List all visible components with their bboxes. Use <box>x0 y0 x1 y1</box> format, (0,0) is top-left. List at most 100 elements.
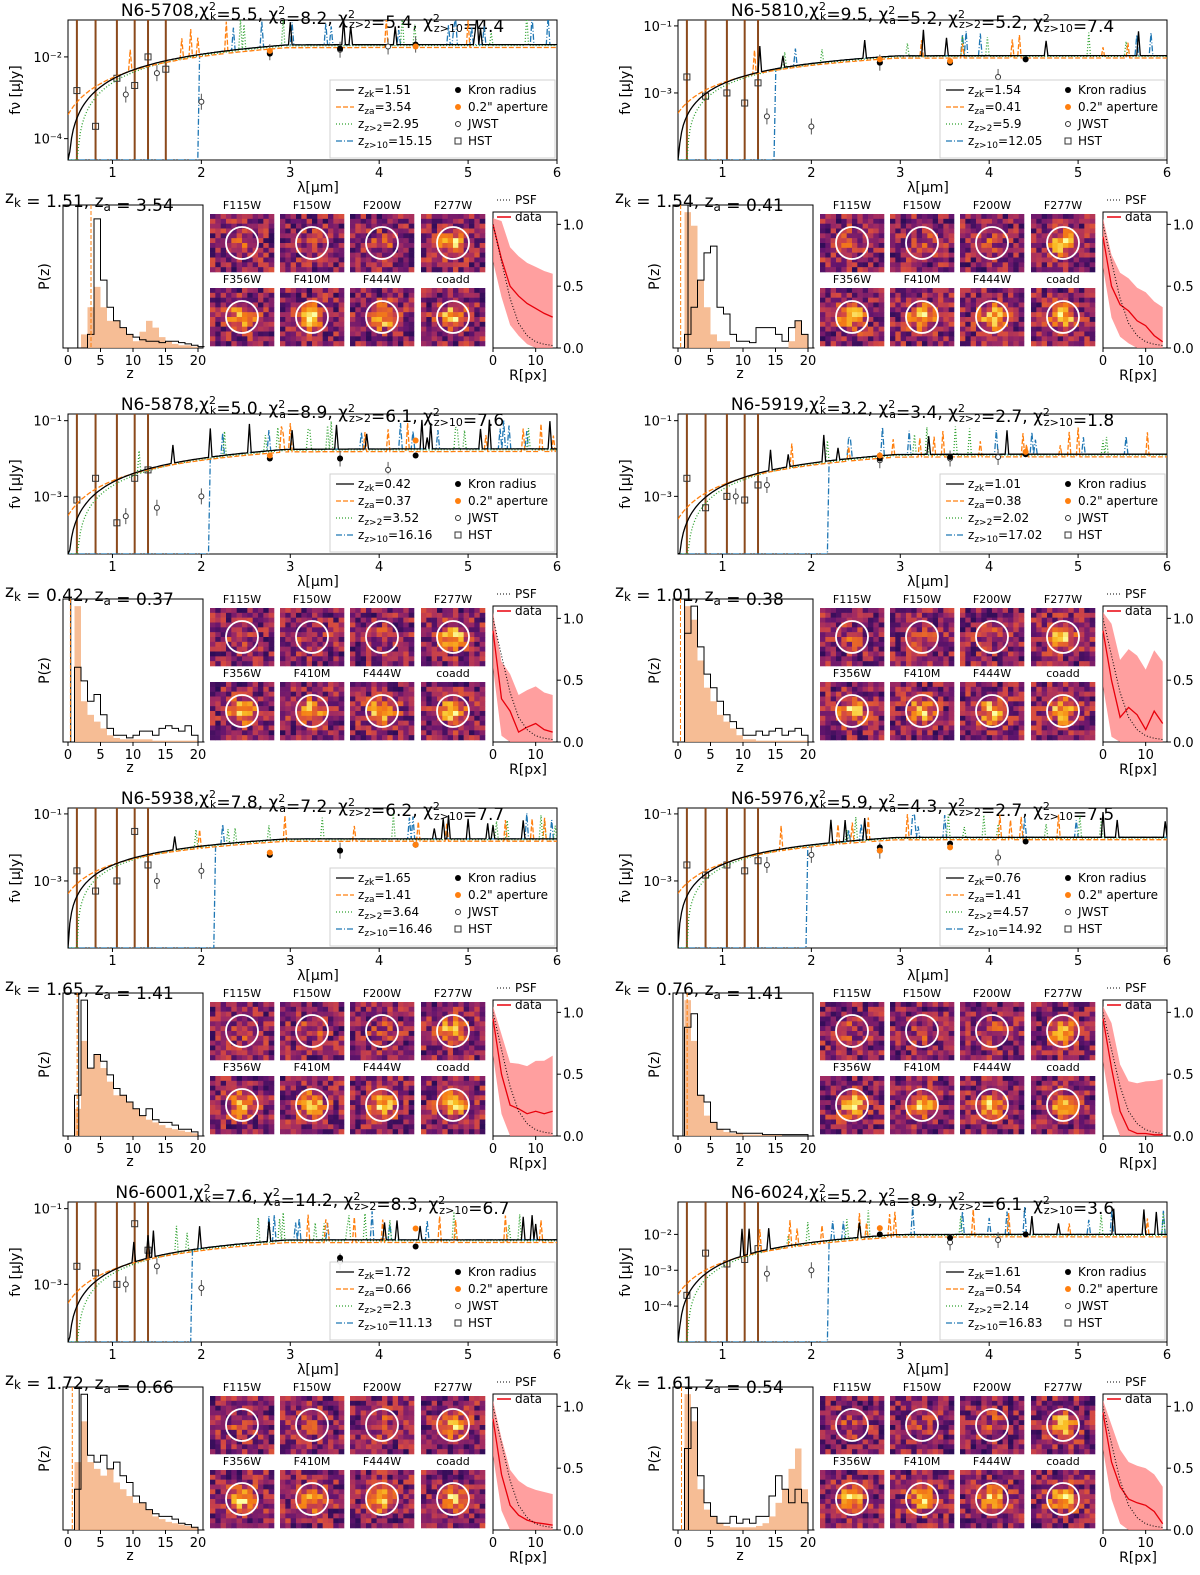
stamp-pixel <box>943 228 949 234</box>
stamp-pixel <box>943 297 949 303</box>
stamp-pixel <box>916 218 923 224</box>
stamp-pixel <box>992 627 998 633</box>
stamp-pixel <box>830 627 837 633</box>
stamp-pixel <box>932 651 939 657</box>
stamp-pixel <box>992 612 998 618</box>
stamp-coadd <box>421 288 486 347</box>
stamp-pixel <box>403 317 409 323</box>
stamp-pixel <box>263 302 269 308</box>
stamp-pixel <box>820 720 826 726</box>
stamp-pixel <box>371 331 377 337</box>
stamp-pixel <box>236 725 243 731</box>
stamp-pixel <box>943 686 949 692</box>
stamp-pixel <box>479 267 486 273</box>
stamp-f444w <box>960 288 1025 347</box>
stamp-pixel <box>841 632 847 638</box>
stamp-pixel <box>469 711 475 717</box>
hst-point <box>113 519 121 527</box>
stamp-pixel <box>970 725 977 731</box>
stamp-pixel <box>992 617 998 623</box>
stamp-pixel <box>290 326 297 332</box>
stamp-pixel <box>285 617 291 623</box>
stamp-pixel <box>268 656 275 662</box>
stamp-pixel <box>408 336 415 342</box>
stamp-pixel <box>890 243 896 249</box>
stamp-pixel <box>830 317 837 323</box>
stamp-pixel <box>932 637 939 643</box>
stamp-pixel <box>948 326 955 332</box>
stamp-pixel <box>338 686 345 692</box>
stamp-pixel <box>1089 214 1096 220</box>
stamp-pixel <box>328 223 334 229</box>
stamp-pixel <box>280 711 286 717</box>
stamp-pixel <box>1057 223 1064 229</box>
stamp-pixel <box>981 622 987 628</box>
stamp-pixel <box>328 612 334 618</box>
stamp-pixel <box>997 228 1003 234</box>
stamp-pixel <box>997 661 1003 667</box>
stamp-pixel <box>242 292 248 298</box>
stamp-pixel <box>463 238 470 244</box>
stamp-pixel <box>1057 307 1064 313</box>
stamp-pixel <box>220 292 227 298</box>
stamp-pixel <box>210 288 216 294</box>
stamp-pixel <box>366 735 372 741</box>
stamp-pixel <box>1036 312 1042 318</box>
stamp-pixel <box>992 696 998 702</box>
stamp-pixel <box>1084 661 1090 667</box>
stamp-pixel <box>338 331 345 337</box>
stamp-pixel <box>960 228 966 234</box>
stamp-pixel <box>398 701 404 707</box>
stamp-pixel <box>878 691 885 697</box>
stamp-pixel <box>453 252 459 258</box>
stamp-pixel <box>965 730 971 736</box>
stamp-pixel <box>986 262 993 268</box>
stamp-pixel <box>371 641 377 647</box>
stamp-pixel <box>943 682 949 688</box>
stamp-pixel <box>371 321 377 327</box>
stamp-pixel <box>338 720 345 726</box>
stamp-pixel <box>943 715 949 721</box>
stamp-pixel <box>1063 641 1069 647</box>
stamp-pixel <box>226 622 232 628</box>
stamp-pixel <box>355 637 361 643</box>
stamp-pixel <box>927 223 933 229</box>
stamp-pixel <box>1057 641 1064 647</box>
stamp-pixel <box>285 321 291 327</box>
stamp-pixel <box>387 302 393 308</box>
stamp-pixel <box>242 622 248 628</box>
stamp-pixel <box>938 627 944 633</box>
stamp-pixel <box>453 720 459 726</box>
stamp-pixel <box>846 243 853 249</box>
stamp-pixel <box>916 292 923 298</box>
stamp-pixel <box>890 632 896 638</box>
stamp-pixel <box>231 632 237 638</box>
stamp-pixel <box>1013 214 1019 220</box>
stamp-pixel <box>463 706 470 712</box>
stamp-pixel <box>408 641 415 647</box>
stamp-pixel <box>366 233 372 239</box>
stamp-pixel <box>916 682 923 688</box>
stamp-pixel <box>290 233 297 239</box>
stamp-pixel <box>992 317 998 323</box>
stamp-pixel <box>447 288 454 294</box>
stamp-pixel <box>247 252 253 258</box>
stamp-pixel <box>333 238 339 244</box>
legend-kron-label: Kron radius <box>1078 477 1146 491</box>
stamp-pixel <box>226 326 232 332</box>
stamp-pixel <box>301 243 307 249</box>
stamp-pixel <box>431 267 438 273</box>
stamp-pixel <box>997 608 1003 614</box>
stamp-pixel <box>1063 288 1069 294</box>
stamp-pixel <box>376 725 383 731</box>
stamp-pixel <box>922 720 928 726</box>
stamp-pixel <box>426 238 432 244</box>
stamp-pixel <box>970 247 977 253</box>
stamp-pixel <box>408 608 415 614</box>
stamp-pixel <box>258 617 264 623</box>
stamp-pixel <box>1047 326 1053 332</box>
stamp-pixel <box>247 331 253 337</box>
jwst-point <box>122 91 129 98</box>
stamp-pixel <box>820 288 826 294</box>
stamp-pixel <box>992 288 998 294</box>
